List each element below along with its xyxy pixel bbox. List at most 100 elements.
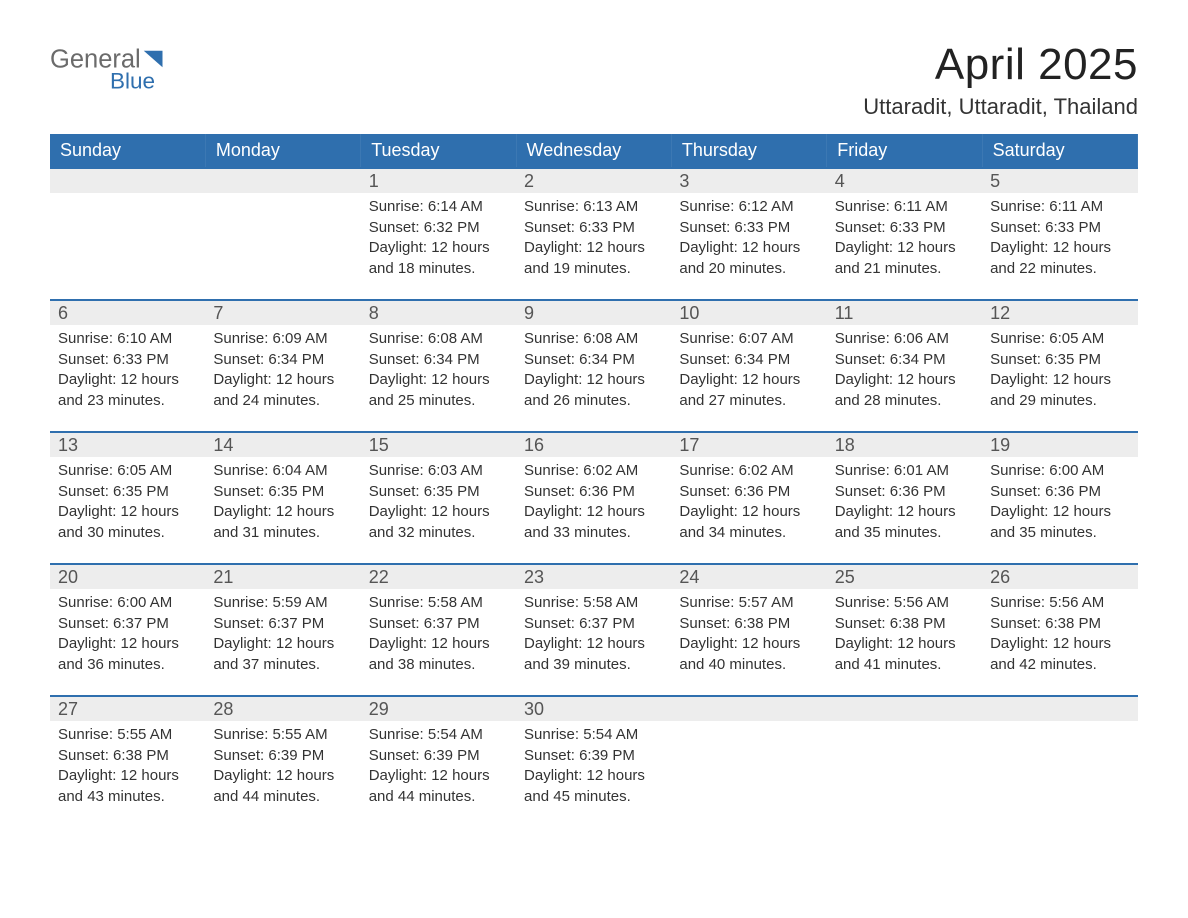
day-details: Sunrise: 5:58 AMSunset: 6:37 PMDaylight:…: [516, 589, 671, 674]
daylight-line1: Daylight: 12 hours: [679, 502, 818, 522]
day-details: Sunrise: 6:08 AMSunset: 6:34 PMDaylight:…: [361, 325, 516, 410]
day-cell: 17Sunrise: 6:02 AMSunset: 6:36 PMDayligh…: [671, 431, 826, 563]
day-number: 13: [50, 431, 205, 457]
day-cell: 20Sunrise: 6:00 AMSunset: 6:37 PMDayligh…: [50, 563, 205, 695]
sunrise-text: Sunrise: 5:54 AM: [369, 725, 508, 745]
day-cell: 25Sunrise: 5:56 AMSunset: 6:38 PMDayligh…: [827, 563, 982, 695]
day-cell: 5Sunrise: 6:11 AMSunset: 6:33 PMDaylight…: [982, 167, 1137, 299]
sunrise-text: Sunrise: 5:55 AM: [58, 725, 197, 745]
sunrise-text: Sunrise: 6:08 AM: [369, 329, 508, 349]
daylight-line1: Daylight: 12 hours: [58, 370, 197, 390]
day-details: Sunrise: 6:09 AMSunset: 6:34 PMDaylight:…: [205, 325, 360, 410]
sunset-text: Sunset: 6:34 PM: [835, 350, 974, 370]
day-number: 12: [982, 299, 1137, 325]
day-cell: 2Sunrise: 6:13 AMSunset: 6:33 PMDaylight…: [516, 167, 671, 299]
col-sunday: Sunday: [50, 134, 205, 167]
day-cell: [827, 695, 982, 827]
daylight-line2: and 33 minutes.: [524, 523, 663, 543]
daylight-line2: and 40 minutes.: [679, 655, 818, 675]
day-cell: 22Sunrise: 5:58 AMSunset: 6:37 PMDayligh…: [361, 563, 516, 695]
daylight-line1: Daylight: 12 hours: [524, 766, 663, 786]
day-details: Sunrise: 6:06 AMSunset: 6:34 PMDaylight:…: [827, 325, 982, 410]
day-cell: 13Sunrise: 6:05 AMSunset: 6:35 PMDayligh…: [50, 431, 205, 563]
sunrise-text: Sunrise: 6:05 AM: [990, 329, 1129, 349]
day-cell: 6Sunrise: 6:10 AMSunset: 6:33 PMDaylight…: [50, 299, 205, 431]
daylight-line1: Daylight: 12 hours: [524, 238, 663, 258]
day-details: Sunrise: 6:13 AMSunset: 6:33 PMDaylight:…: [516, 193, 671, 278]
title-block: April 2025 Uttaradit, Uttaradit, Thailan…: [863, 40, 1138, 120]
day-number-blank: [982, 695, 1137, 721]
col-thursday: Thursday: [671, 134, 826, 167]
sunset-text: Sunset: 6:33 PM: [990, 218, 1129, 238]
page-title: April 2025: [863, 40, 1138, 90]
daylight-line2: and 27 minutes.: [679, 391, 818, 411]
day-number: 24: [671, 563, 826, 589]
day-details: Sunrise: 6:11 AMSunset: 6:33 PMDaylight:…: [827, 193, 982, 278]
sunrise-text: Sunrise: 6:08 AM: [524, 329, 663, 349]
sunrise-text: Sunrise: 5:58 AM: [369, 593, 508, 613]
daylight-line2: and 45 minutes.: [524, 787, 663, 807]
day-cell: 14Sunrise: 6:04 AMSunset: 6:35 PMDayligh…: [205, 431, 360, 563]
sunset-text: Sunset: 6:38 PM: [990, 614, 1129, 634]
daylight-line1: Daylight: 12 hours: [990, 238, 1129, 258]
day-details: Sunrise: 5:55 AMSunset: 6:38 PMDaylight:…: [50, 721, 205, 806]
sunset-text: Sunset: 6:39 PM: [369, 746, 508, 766]
sunset-text: Sunset: 6:35 PM: [213, 482, 352, 502]
day-cell: 28Sunrise: 5:55 AMSunset: 6:39 PMDayligh…: [205, 695, 360, 827]
day-details: Sunrise: 6:02 AMSunset: 6:36 PMDaylight:…: [671, 457, 826, 542]
sunrise-text: Sunrise: 6:11 AM: [990, 197, 1129, 217]
day-cell: 11Sunrise: 6:06 AMSunset: 6:34 PMDayligh…: [827, 299, 982, 431]
day-cell: 19Sunrise: 6:00 AMSunset: 6:36 PMDayligh…: [982, 431, 1137, 563]
daylight-line1: Daylight: 12 hours: [990, 502, 1129, 522]
sunrise-text: Sunrise: 6:07 AM: [679, 329, 818, 349]
sunset-text: Sunset: 6:37 PM: [369, 614, 508, 634]
daylight-line2: and 30 minutes.: [58, 523, 197, 543]
day-details: Sunrise: 6:04 AMSunset: 6:35 PMDaylight:…: [205, 457, 360, 542]
day-number: 21: [205, 563, 360, 589]
sunset-text: Sunset: 6:38 PM: [679, 614, 818, 634]
sunrise-text: Sunrise: 6:00 AM: [990, 461, 1129, 481]
day-details: Sunrise: 6:05 AMSunset: 6:35 PMDaylight:…: [50, 457, 205, 542]
sunset-text: Sunset: 6:34 PM: [679, 350, 818, 370]
sunset-text: Sunset: 6:39 PM: [524, 746, 663, 766]
sunset-text: Sunset: 6:36 PM: [679, 482, 818, 502]
sunrise-text: Sunrise: 6:11 AM: [835, 197, 974, 217]
day-number: 30: [516, 695, 671, 721]
sunset-text: Sunset: 6:37 PM: [213, 614, 352, 634]
sunrise-text: Sunrise: 6:04 AM: [213, 461, 352, 481]
sunrise-text: Sunrise: 6:13 AM: [524, 197, 663, 217]
daylight-line1: Daylight: 12 hours: [990, 634, 1129, 654]
sunrise-text: Sunrise: 5:56 AM: [990, 593, 1129, 613]
day-number: 16: [516, 431, 671, 457]
daylight-line2: and 35 minutes.: [835, 523, 974, 543]
sunset-text: Sunset: 6:35 PM: [369, 482, 508, 502]
sunset-text: Sunset: 6:33 PM: [58, 350, 197, 370]
day-number: 2: [516, 167, 671, 193]
day-number: 10: [671, 299, 826, 325]
sunset-text: Sunset: 6:33 PM: [679, 218, 818, 238]
daylight-line1: Daylight: 12 hours: [835, 634, 974, 654]
day-cell: [205, 167, 360, 299]
day-cell: 30Sunrise: 5:54 AMSunset: 6:39 PMDayligh…: [516, 695, 671, 827]
week-row: 13Sunrise: 6:05 AMSunset: 6:35 PMDayligh…: [50, 431, 1138, 563]
day-cell: 27Sunrise: 5:55 AMSunset: 6:38 PMDayligh…: [50, 695, 205, 827]
day-cell: 1Sunrise: 6:14 AMSunset: 6:32 PMDaylight…: [361, 167, 516, 299]
day-number: 1: [361, 167, 516, 193]
daylight-line1: Daylight: 12 hours: [58, 502, 197, 522]
daylight-line1: Daylight: 12 hours: [213, 766, 352, 786]
col-wednesday: Wednesday: [516, 134, 671, 167]
calendar-body: 1Sunrise: 6:14 AMSunset: 6:32 PMDaylight…: [50, 167, 1138, 827]
logo-icon: General Blue: [50, 40, 200, 96]
daylight-line1: Daylight: 12 hours: [835, 502, 974, 522]
day-details: Sunrise: 5:56 AMSunset: 6:38 PMDaylight:…: [827, 589, 982, 674]
day-number: 8: [361, 299, 516, 325]
day-cell: 16Sunrise: 6:02 AMSunset: 6:36 PMDayligh…: [516, 431, 671, 563]
daylight-line2: and 28 minutes.: [835, 391, 974, 411]
sunrise-text: Sunrise: 5:58 AM: [524, 593, 663, 613]
day-details: Sunrise: 5:54 AMSunset: 6:39 PMDaylight:…: [361, 721, 516, 806]
week-row: 6Sunrise: 6:10 AMSunset: 6:33 PMDaylight…: [50, 299, 1138, 431]
daylight-line2: and 35 minutes.: [990, 523, 1129, 543]
weekday-header-row: Sunday Monday Tuesday Wednesday Thursday…: [50, 134, 1138, 167]
daylight-line2: and 29 minutes.: [990, 391, 1129, 411]
sunset-text: Sunset: 6:39 PM: [213, 746, 352, 766]
